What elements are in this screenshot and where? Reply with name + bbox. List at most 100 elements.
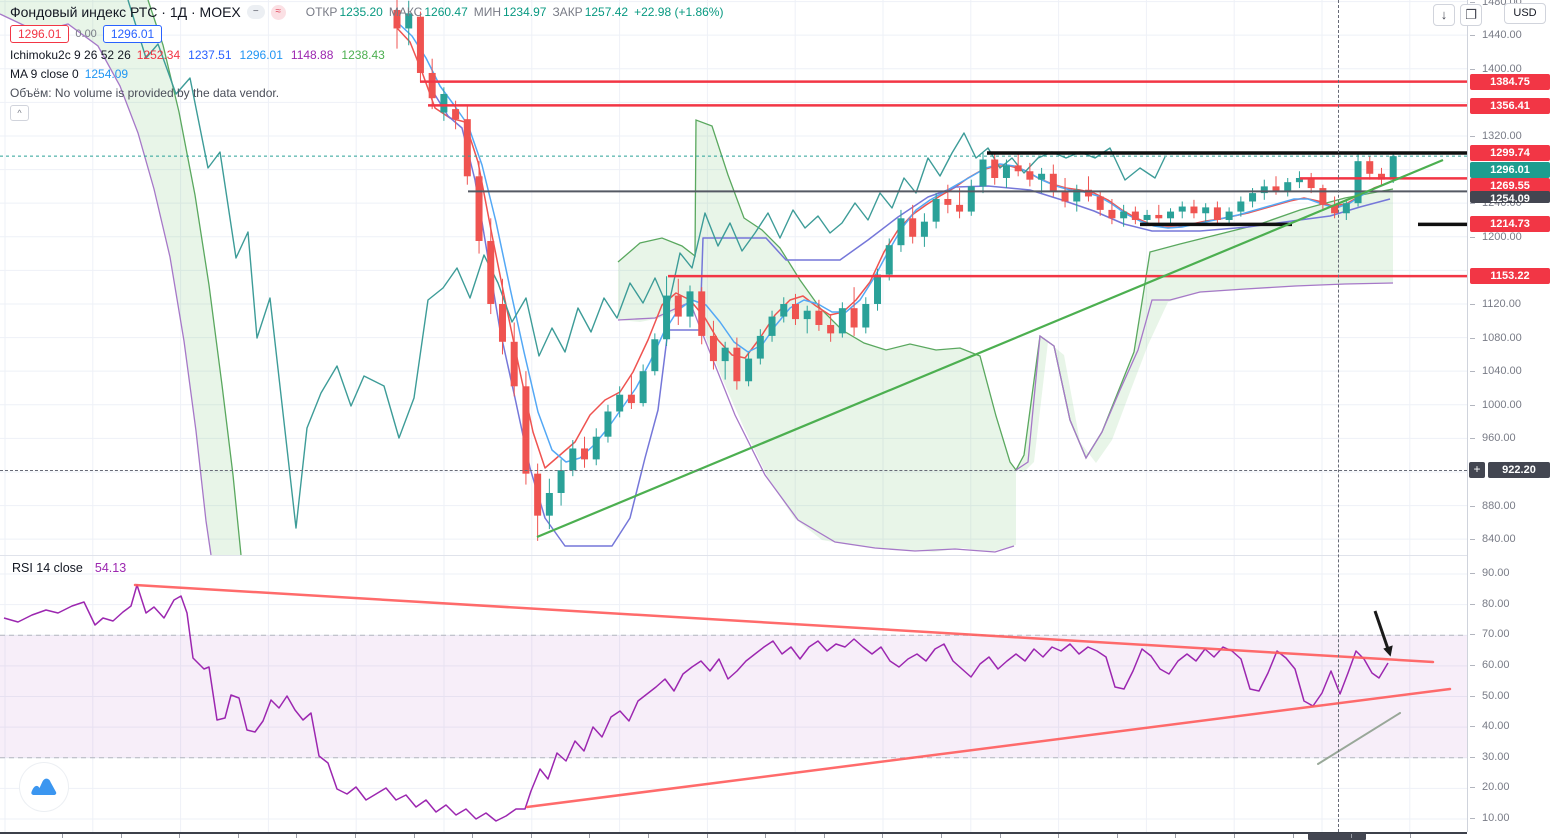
time-tick <box>589 834 590 838</box>
price-label-1254.09: 1254.09 <box>1470 191 1550 203</box>
rsi-tick: 40.00 <box>1470 720 1549 732</box>
chart-legend: Фондовый индекс РТС · 1Д · MOEX − ≈ ОТКР… <box>10 4 723 126</box>
kijun-line <box>431 89 1391 547</box>
main-chart-pane[interactable] <box>0 0 1467 555</box>
price-label-1269.55: 1269.55 <box>1470 178 1550 194</box>
crosshair-vertical <box>1338 0 1339 832</box>
price-tick: 1080.00 <box>1470 332 1549 344</box>
maximize-pane-button[interactable]: ❐ <box>1460 4 1482 26</box>
price-label-922.20: 922.20 <box>1488 462 1550 478</box>
add-order-plus-icon[interactable]: + <box>1469 462 1485 478</box>
time-tick <box>941 834 942 838</box>
ma-legend-label[interactable]: MA 9 close 0 <box>10 67 79 81</box>
senkou-a-line <box>147 0 242 555</box>
rsi-line <box>3 584 1389 822</box>
price-tick: 960.00 <box>1470 432 1549 444</box>
collapse-legend-button[interactable]: ^ <box>10 105 29 121</box>
time-tick <box>472 834 473 838</box>
price-label-1299.74: 1299.74 <box>1470 145 1550 161</box>
change-value: +22.98 (+1.86%) <box>634 5 724 19</box>
time-axis-line <box>0 832 1467 834</box>
rsi-legend: RSI 14 close 54.13 <box>12 561 126 575</box>
volume-note: Объём: No volume is provided by the data… <box>10 86 280 100</box>
time-tick <box>707 834 708 838</box>
high-value: 1260.47 <box>424 5 468 19</box>
ichimoku-value-4: 1238.43 <box>341 48 385 62</box>
ichimoku-value-2: 1296.01 <box>239 48 283 62</box>
price-label-1214.73: 1214.73 <box>1470 216 1550 232</box>
ichimoku-value-3: 1148.88 <box>290 48 334 62</box>
candles <box>393 0 1397 541</box>
rsi-lower-trendline <box>525 687 1452 809</box>
time-tick <box>824 834 825 838</box>
hide-symbol-icon[interactable]: − <box>246 5 265 19</box>
ma-value: 1254.09 <box>84 67 129 81</box>
time-tick <box>1175 834 1176 838</box>
rsi-upper-trendline <box>133 583 1435 664</box>
ichimoku-legend-label[interactable]: Ichimoku2c 9 26 52 26 <box>10 48 131 62</box>
time-tick <box>1410 834 1411 838</box>
price-label-1153.22: 1153.22 <box>1470 268 1550 284</box>
price-tick: 1200.00 <box>1470 231 1549 243</box>
time-axis[interactable] <box>0 832 1553 840</box>
logo-mountain-icon <box>31 778 57 795</box>
price-tick: 1320.00 <box>1470 130 1549 142</box>
support-trendline <box>536 158 1444 539</box>
time-tick <box>1000 834 1001 838</box>
price-label-1384.75: 1384.75 <box>1470 74 1550 90</box>
time-tick <box>238 834 239 838</box>
rsi-tick: 90.00 <box>1470 567 1549 579</box>
price-tick: 1400.00 <box>1470 63 1549 75</box>
price-tick: 880.00 <box>1470 500 1549 512</box>
rsi-tick: 50.00 <box>1470 690 1549 702</box>
price-scale[interactable]: 1480.00 1440.00 1400.00 1320.00 1240.00 1200.… <box>1467 0 1553 832</box>
ichimoku-value-1: 1237.51 <box>188 48 232 62</box>
time-tick <box>882 834 883 838</box>
low-value: 1234.97 <box>503 5 547 19</box>
time-tick <box>414 834 415 838</box>
tradingview-logo[interactable] <box>20 763 68 811</box>
low-label: МИН <box>473 5 502 19</box>
down-arrow-annotation <box>1373 610 1393 657</box>
rsi-tick: 70.00 <box>1470 628 1549 640</box>
time-tick <box>62 834 63 838</box>
price-tick: 1040.00 <box>1470 365 1549 377</box>
price-tick: 1440.00 <box>1470 29 1549 41</box>
rsi-legend-label[interactable]: RSI 14 close <box>12 561 83 575</box>
main-grid <box>0 0 1467 555</box>
rsi-tick: 10.00 <box>1470 812 1549 824</box>
time-tick <box>765 834 766 838</box>
price-tick: 1480.00 <box>1470 0 1549 8</box>
market-status-icon[interactable]: ≈ <box>270 4 286 20</box>
rsi-tick: 30.00 <box>1470 751 1549 763</box>
senkou-a-line <box>617 119 1394 472</box>
time-tick <box>648 834 649 838</box>
horizontal-level-lines <box>0 80 1467 278</box>
time-tick <box>1058 834 1059 838</box>
buy-button[interactable]: 1296.01 <box>102 25 163 43</box>
symbol-title[interactable]: Фондовый индекс РТС · 1Д · MOEX <box>10 4 241 20</box>
senkou-b-line <box>1015 282 1394 471</box>
spread-value: 0.00 <box>75 28 97 40</box>
open-value: 1235.20 <box>339 5 383 19</box>
time-tick <box>121 834 122 838</box>
rsi-pane[interactable] <box>0 555 1467 832</box>
sell-button[interactable]: 1296.01 <box>10 25 70 43</box>
price-tick: 1000.00 <box>1470 399 1549 411</box>
rsi-tick: 60.00 <box>1470 659 1549 671</box>
crosshair-date-chip <box>1308 833 1366 840</box>
close-label: ЗАКР <box>552 5 583 19</box>
scroll-to-recent-button[interactable]: ↓ <box>1433 4 1455 26</box>
price-tick: 1120.00 <box>1470 298 1549 310</box>
currency-button[interactable]: USD <box>1504 3 1546 24</box>
time-tick <box>1351 834 1352 838</box>
time-tick <box>1293 834 1294 838</box>
crosshair-horizontal <box>0 470 1467 471</box>
rsi-band <box>0 635 1467 758</box>
time-tick <box>1117 834 1118 838</box>
time-tick <box>179 834 180 838</box>
time-tick <box>355 834 356 838</box>
time-tick <box>296 834 297 838</box>
ichimoku-value-0: 1252.34 <box>136 48 181 62</box>
